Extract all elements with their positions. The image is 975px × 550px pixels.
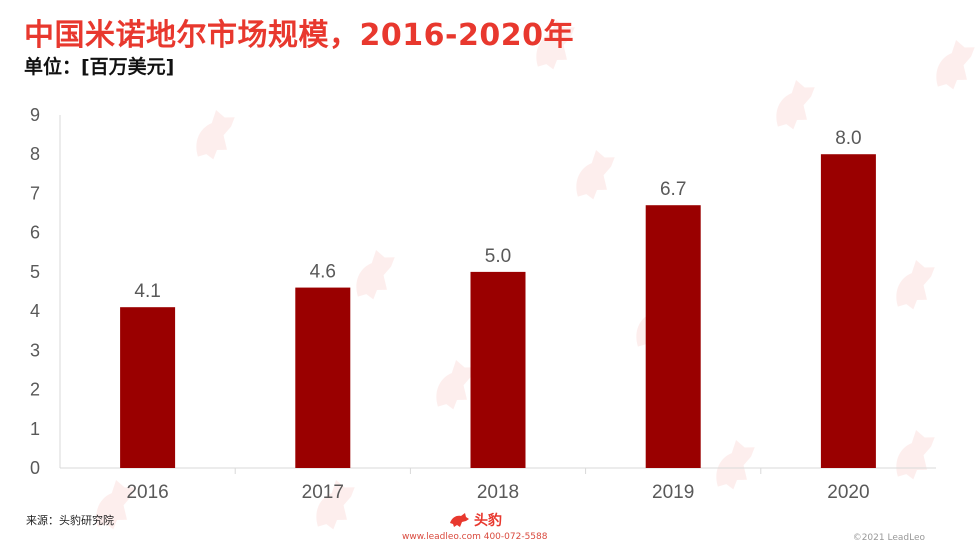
y-tick-label: 8 [30, 144, 40, 164]
unit-label: 单位：[百万美元] [24, 56, 175, 78]
x-tick-label-2018: 2018 [477, 482, 519, 503]
y-tick-label: 6 [30, 223, 40, 243]
y-tick-label: 2 [30, 380, 40, 400]
data-label-2019: 6.7 [660, 179, 686, 200]
copyright-text: ©2021 LeadLeo [852, 533, 925, 543]
data-label-2020: 8.0 [835, 128, 861, 149]
data-label-2016: 4.1 [134, 281, 160, 302]
y-tick-label: 7 [30, 183, 40, 203]
footer-logo: 头豹 [448, 510, 502, 530]
data-label-2018: 5.0 [485, 246, 511, 267]
bar-2018 [470, 271, 526, 468]
y-tick-label: 5 [30, 262, 40, 282]
x-tick-label-2017: 2017 [302, 482, 344, 503]
brand-name: 头豹 [474, 513, 502, 529]
y-tick-label: 4 [30, 301, 40, 321]
leopard-logo-icon [450, 513, 469, 527]
bar-2017 [295, 287, 351, 468]
source-note: 来源：头豹研究院 [26, 514, 114, 527]
bar-2019 [645, 205, 701, 468]
bar-2020 [820, 154, 876, 468]
y-tick-label: 0 [30, 458, 40, 478]
data-label-2017: 4.6 [310, 262, 336, 283]
bar-2016 [120, 307, 176, 468]
contact-info: www.leadleo.com 400-072-5588 [402, 532, 548, 542]
y-tick-label: 9 [30, 105, 40, 125]
x-tick-label-2016: 2016 [126, 482, 168, 503]
x-tick-label-2020: 2020 [827, 482, 869, 503]
y-tick-label: 1 [30, 419, 40, 439]
page-title: 中国米诺地尔市场规模，2016-2020年 [24, 18, 574, 53]
y-tick-label: 3 [30, 340, 40, 360]
x-tick-label-2019: 2019 [652, 482, 694, 503]
